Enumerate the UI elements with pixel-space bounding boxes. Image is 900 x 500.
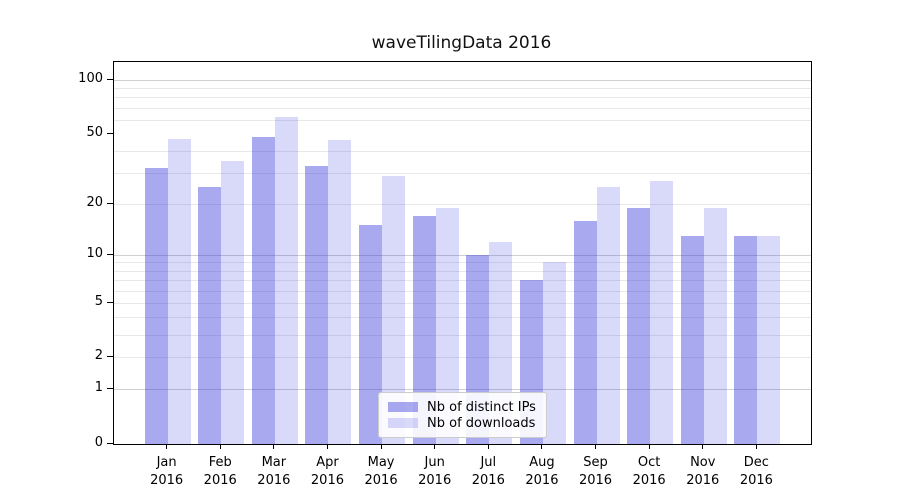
gridline-major bbox=[114, 80, 811, 82]
x-tick-mark bbox=[380, 444, 382, 449]
gridline-minor bbox=[114, 280, 811, 282]
x-tick-label: Apr 2016 bbox=[310, 455, 344, 488]
gridline-minor bbox=[114, 203, 811, 205]
gridline-major bbox=[114, 254, 811, 256]
bar-ips-jun bbox=[412, 216, 436, 444]
plot-area: Nb of distinct IPs Nb of downloads bbox=[113, 61, 812, 445]
bar-downloads-jun bbox=[435, 207, 459, 444]
gridline-minor bbox=[114, 270, 811, 272]
bar-ips-jan bbox=[144, 168, 168, 444]
y-tick-label: 20 bbox=[86, 194, 103, 210]
bar-ips-mar bbox=[251, 137, 275, 444]
x-tick-mark bbox=[755, 444, 757, 449]
x-tick-mark bbox=[702, 444, 704, 449]
x-tick-label: Oct 2016 bbox=[632, 455, 666, 488]
x-tick-mark bbox=[541, 444, 543, 449]
gridline-minor bbox=[114, 262, 811, 264]
x-tick-mark bbox=[273, 444, 275, 449]
x-tick-label: Jun 2016 bbox=[418, 455, 452, 488]
legend-label-ips: Nb of distinct IPs bbox=[427, 399, 536, 415]
y-tick-mark bbox=[107, 132, 113, 134]
bar-ips-nov bbox=[680, 235, 704, 444]
y-tick-mark bbox=[107, 301, 113, 303]
x-tick-label: Mar 2016 bbox=[257, 455, 291, 488]
legend-swatch-downloads bbox=[388, 418, 418, 428]
y-tick-mark bbox=[107, 388, 113, 390]
y-tick-label: 2 bbox=[94, 348, 103, 364]
x-tick-mark bbox=[166, 444, 168, 449]
gridline-minor bbox=[114, 334, 811, 336]
gridline-minor bbox=[114, 119, 811, 121]
bar-ips-sep bbox=[573, 220, 597, 444]
chart-title: waveTilingData 2016 bbox=[371, 33, 552, 53]
x-tick-mark bbox=[648, 444, 650, 449]
x-tick-label: Dec 2016 bbox=[739, 455, 773, 488]
bar-ips-may bbox=[359, 225, 383, 444]
x-tick-mark bbox=[487, 444, 489, 449]
gridline-minor bbox=[114, 317, 811, 319]
x-tick-label: Nov 2016 bbox=[686, 455, 720, 488]
x-tick-label: Sep 2016 bbox=[578, 455, 613, 488]
x-tick-label: Jul 2016 bbox=[471, 455, 505, 488]
bar-downloads-apr bbox=[328, 140, 352, 444]
gridline-minor bbox=[114, 357, 811, 359]
bar-ips-apr bbox=[305, 165, 329, 444]
bar-downloads-feb bbox=[221, 161, 245, 444]
bar-downloads-mar bbox=[274, 117, 298, 444]
x-tick-label: May 2016 bbox=[364, 455, 398, 488]
legend-label-downloads: Nb of downloads bbox=[427, 415, 536, 431]
y-tick-mark bbox=[107, 443, 113, 444]
gridline-minor bbox=[114, 88, 811, 90]
y-tick-label: 1 bbox=[94, 380, 103, 396]
x-tick-mark bbox=[326, 444, 328, 449]
bar-ips-feb bbox=[198, 187, 222, 444]
y-tick-label: 10 bbox=[86, 245, 103, 261]
gridline-minor bbox=[114, 302, 811, 304]
gridline-minor bbox=[114, 290, 811, 292]
legend-item-ips: Nb of distinct IPs bbox=[388, 399, 536, 415]
bar-ips-dec bbox=[734, 235, 758, 444]
legend-swatch-ips bbox=[388, 402, 418, 412]
y-tick-mark bbox=[107, 79, 113, 81]
bar-downloads-nov bbox=[703, 207, 727, 444]
y-tick-label: 100 bbox=[78, 71, 103, 87]
bar-downloads-aug bbox=[542, 262, 566, 444]
x-tick-label: Aug 2016 bbox=[525, 455, 559, 488]
gridline-major bbox=[114, 389, 811, 391]
x-tick-label: Feb 2016 bbox=[203, 455, 237, 488]
x-tick-mark bbox=[595, 444, 597, 449]
y-tick-mark bbox=[107, 253, 113, 255]
gridline-minor bbox=[114, 151, 811, 153]
gridline-minor bbox=[114, 107, 811, 109]
x-tick-mark bbox=[219, 444, 221, 449]
bar-downloads-sep bbox=[596, 187, 620, 444]
gridline-minor bbox=[114, 173, 811, 175]
legend-item-downloads: Nb of downloads bbox=[388, 415, 536, 431]
bar-downloads-jan bbox=[167, 138, 191, 444]
x-tick-mark bbox=[434, 444, 436, 449]
legend: Nb of distinct IPs Nb of downloads bbox=[378, 392, 547, 438]
y-tick-mark bbox=[107, 356, 113, 358]
bar-downloads-oct bbox=[650, 181, 674, 444]
x-tick-label: Jan 2016 bbox=[150, 455, 184, 488]
bar-ips-oct bbox=[627, 207, 651, 444]
y-tick-label: 0 bbox=[94, 435, 103, 450]
y-tick-label: 50 bbox=[86, 124, 103, 140]
bar-downloads-dec bbox=[757, 235, 781, 444]
bar-downloads-may bbox=[382, 175, 406, 444]
y-tick-mark bbox=[107, 202, 113, 204]
y-tick-label: 5 bbox=[94, 293, 103, 309]
gridline-minor bbox=[114, 97, 811, 99]
